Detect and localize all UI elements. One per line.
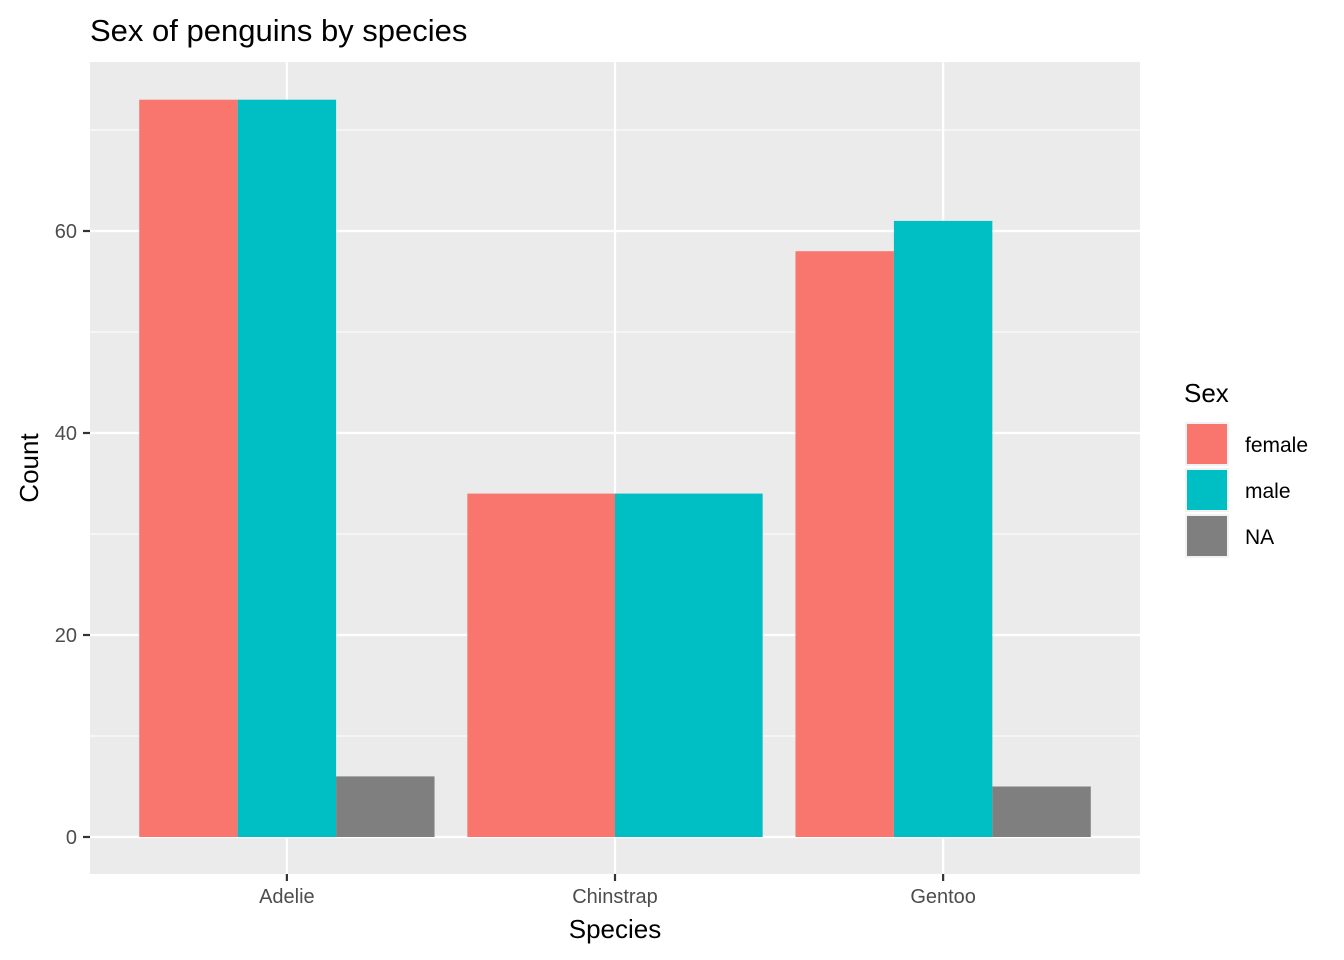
legend-swatch-na bbox=[1187, 516, 1227, 556]
legend-label-male: male bbox=[1245, 480, 1291, 503]
bar-gentoo-male bbox=[893, 220, 993, 837]
bar-chinstrap-female bbox=[467, 493, 615, 837]
y-tick-label: 40 bbox=[55, 423, 77, 445]
chart-title: Sex of penguins by species bbox=[90, 13, 467, 48]
legend-swatch-female bbox=[1187, 424, 1227, 464]
y-axis: 0 20 40 60 bbox=[55, 221, 90, 849]
legend-title: Sex bbox=[1184, 378, 1229, 408]
y-axis-title: Count bbox=[14, 433, 44, 503]
x-axis: Adelie Chinstrap Gentoo bbox=[259, 874, 976, 908]
legend-label-na: NA bbox=[1245, 526, 1274, 549]
x-tick-label-chinstrap: Chinstrap bbox=[572, 886, 658, 908]
y-tick-label: 20 bbox=[55, 625, 77, 647]
x-tick-label-adelie: Adelie bbox=[259, 886, 315, 908]
bar-adelie-na bbox=[336, 776, 435, 837]
legend: Sex female male NA bbox=[1184, 378, 1308, 558]
bar-gentoo-na bbox=[992, 786, 1091, 837]
bar-chinstrap-male bbox=[615, 493, 763, 837]
legend-label-female: female bbox=[1245, 434, 1308, 457]
bar-gentoo-female bbox=[795, 251, 894, 837]
bars-group bbox=[139, 99, 1091, 837]
x-tick-label-gentoo: Gentoo bbox=[910, 886, 976, 908]
bar-adelie-female bbox=[139, 99, 238, 837]
y-tick-label: 60 bbox=[55, 221, 77, 243]
bar-adelie-male bbox=[237, 99, 337, 837]
legend-swatch-male bbox=[1187, 470, 1227, 510]
y-tick-label: 0 bbox=[66, 827, 77, 849]
x-axis-title: Species bbox=[569, 914, 662, 944]
